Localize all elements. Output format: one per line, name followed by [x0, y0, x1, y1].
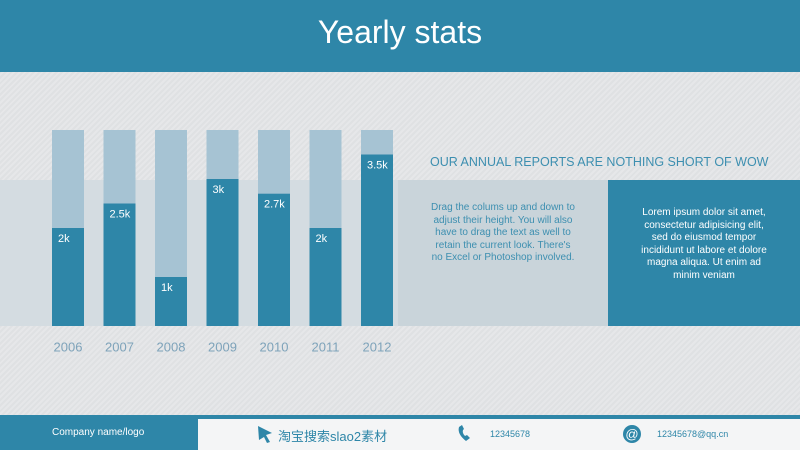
text-box — [398, 180, 608, 326]
company: Company name/logo — [52, 427, 145, 438]
x-tick-label: 2009 — [208, 339, 237, 354]
phone: 12345678 — [490, 429, 531, 439]
footer-band — [0, 419, 198, 450]
x-tick-label: 2011 — [312, 339, 340, 354]
bar — [258, 193, 290, 326]
value-label: 2k — [58, 233, 70, 245]
bar — [309, 228, 342, 326]
value-label: 3.5k — [367, 159, 388, 171]
value-label: 2k — [316, 233, 328, 245]
header-band — [0, 0, 800, 72]
value-label: 3k — [213, 184, 225, 196]
x-tick-label: 2006 — [54, 339, 83, 354]
title: Yearly stats — [317, 14, 483, 50]
cursor-icon — [258, 426, 272, 443]
bar — [155, 277, 187, 326]
footer-white — [198, 419, 800, 450]
svg-text:@: @ — [625, 426, 638, 441]
blue-box — [608, 180, 800, 326]
x-tick-label: 2008 — [157, 339, 186, 354]
value-label: 1k — [161, 282, 173, 294]
x-tick-label: 2010 — [260, 339, 289, 354]
email-icon: @ — [623, 425, 641, 443]
footer-line — [0, 415, 800, 419]
chart: 2k 2006 2.5k 2007 1k 2008 3k 2009 2.7k 2010 2k 2011… — [52, 130, 393, 354]
bar — [103, 203, 136, 326]
bar — [52, 228, 84, 326]
x-tick-label: 2007 — [105, 339, 134, 354]
email: 12345678@qq.cn — [657, 429, 729, 439]
search: 淘宝搜索slao2素材 — [278, 429, 388, 444]
bar — [206, 179, 239, 326]
left-text: Drag the colums up and down to adjust th… — [431, 202, 575, 263]
value-label: 2.5k — [110, 208, 131, 220]
right-text: Lorem ipsum dolor sit amet, consectetur … — [641, 207, 767, 281]
bar — [361, 154, 393, 326]
phone-icon — [458, 425, 470, 441]
panel-heading: OUR ANNUAL REPORTS ARE NOTHING SHORT OF … — [430, 155, 769, 169]
value-label: 2.7k — [264, 199, 285, 211]
x-tick-label: 2012 — [363, 339, 392, 354]
